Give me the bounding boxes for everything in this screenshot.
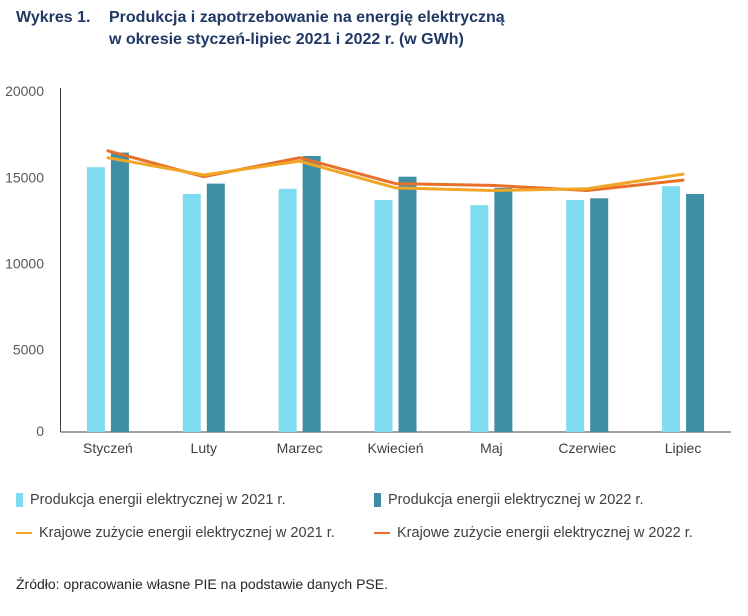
svg-text:0: 0 <box>36 423 44 439</box>
svg-text:Luty: Luty <box>191 440 217 456</box>
svg-text:Styczeń: Styczeń <box>83 440 133 456</box>
svg-text:Czerwiec: Czerwiec <box>558 440 616 456</box>
svg-text:Kwiecień: Kwiecień <box>367 440 423 456</box>
svg-text:10000: 10000 <box>5 256 44 272</box>
svg-text:15000: 15000 <box>5 170 44 186</box>
svg-text:Maj: Maj <box>480 440 503 456</box>
svg-text:Marzec: Marzec <box>277 440 323 456</box>
svg-text:5000: 5000 <box>13 342 44 358</box>
svg-text:20000: 20000 <box>5 83 44 99</box>
svg-text:Lipiec: Lipiec <box>665 440 702 456</box>
